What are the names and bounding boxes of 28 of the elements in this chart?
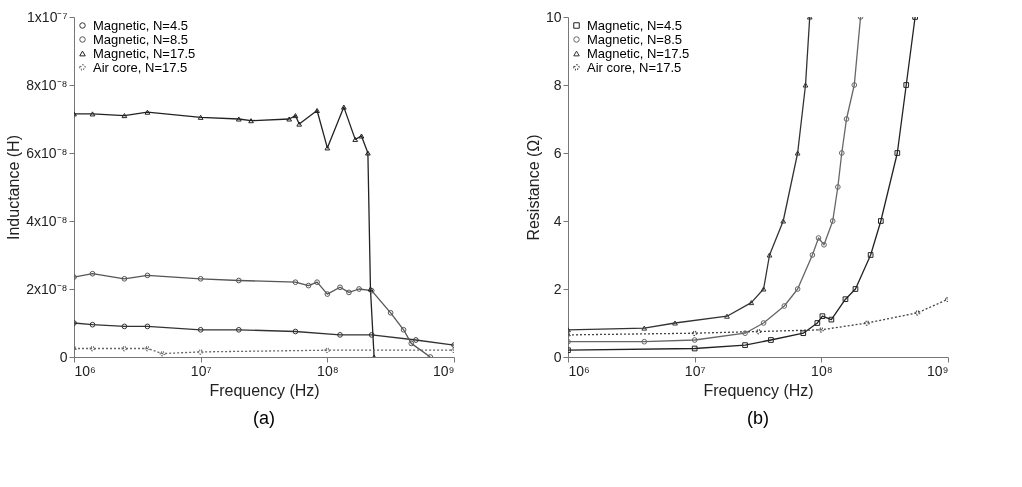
legend-label: Magnetic, N=4.5 (93, 17, 189, 33)
x-tick-label: 10⁶ (74, 362, 96, 379)
x-axis-title: Frequency (Hz) (209, 381, 320, 399)
text: (b) (747, 408, 769, 428)
x-tick-label: 10⁶ (568, 362, 590, 379)
y-tick-label: 8x10⁻⁸ (26, 76, 68, 93)
y-tick-label: 2x10⁻⁸ (26, 280, 68, 297)
y-tick-label: 10 (545, 8, 562, 25)
y-tick-label: 0 (59, 348, 68, 365)
y-tick-label: 4x10⁻⁸ (26, 212, 68, 229)
x-tick-label: 10⁹ (926, 362, 949, 379)
x-tick-label: 10⁹ (432, 362, 455, 379)
y-tick-label: 0 (553, 348, 562, 365)
x-tick-label: 10⁸ (317, 362, 339, 379)
y-axis-title: Inductance (H) (5, 135, 23, 240)
x-tick-label: 10⁷ (684, 362, 706, 379)
y-tick-label: 8 (553, 76, 562, 93)
y-axis-title: Resistance (Ω) (524, 134, 542, 241)
y-tick-label: 6x10⁻⁸ (26, 144, 68, 161)
y-tick-label: 1x10⁻⁷ (27, 8, 68, 25)
legend-label: Magnetic, N=4.5 (587, 17, 683, 33)
x-tick-label: 10⁸ (811, 362, 833, 379)
y-tick-label: 4 (553, 212, 562, 229)
x-tick-label: 10⁷ (190, 362, 212, 379)
x-axis-title: Frequency (Hz) (703, 381, 814, 399)
y-tick-label: 6 (553, 144, 562, 161)
y-tick-label: 2 (553, 280, 562, 297)
text: (a) (253, 408, 275, 428)
